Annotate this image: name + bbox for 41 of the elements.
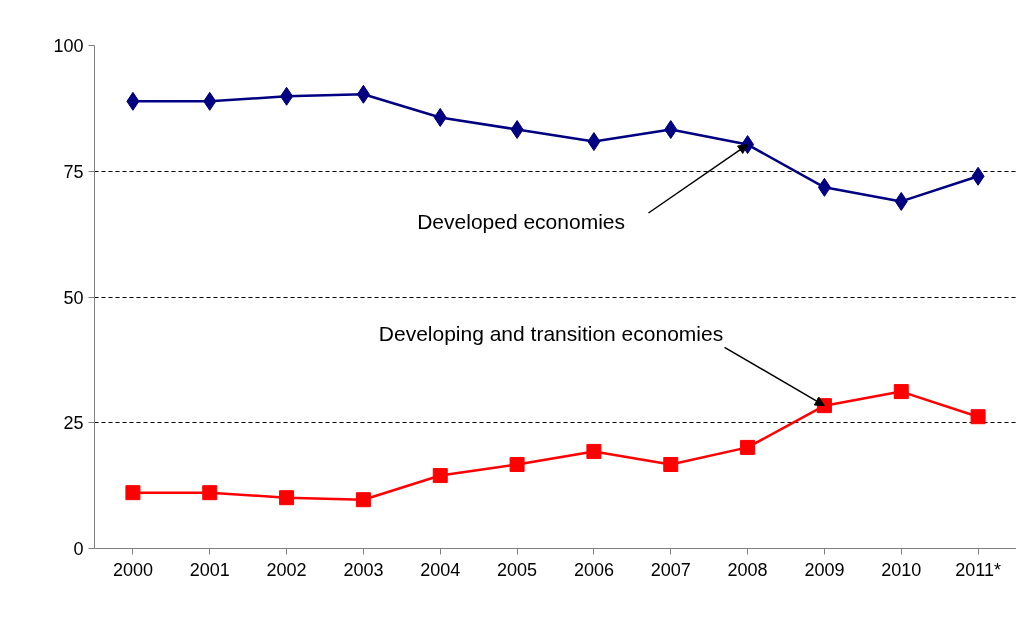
point bbox=[817, 177, 831, 197]
y-tick-label: 0 bbox=[73, 539, 84, 559]
annotation: Developing and transition economies bbox=[378, 322, 724, 346]
y-tick-label: 100 bbox=[53, 36, 84, 56]
point bbox=[203, 91, 217, 111]
point bbox=[510, 120, 524, 139]
y-tick-label: 25 bbox=[63, 413, 84, 434]
point bbox=[587, 132, 601, 152]
point bbox=[893, 384, 909, 400]
annotation: Developed economies bbox=[417, 209, 625, 233]
x-tick-label: 2009 bbox=[804, 559, 845, 580]
x-tick-label: 2010 bbox=[881, 559, 922, 580]
point bbox=[971, 166, 985, 186]
point bbox=[280, 86, 294, 106]
point bbox=[125, 485, 141, 501]
point bbox=[279, 490, 295, 506]
point bbox=[663, 457, 679, 472]
point bbox=[126, 91, 140, 111]
x-tick-label: 2003 bbox=[343, 559, 384, 580]
x-tick-label: 2008 bbox=[727, 559, 768, 580]
x-tick-label: 2006 bbox=[573, 559, 614, 580]
x-tick-label: 2005 bbox=[497, 559, 538, 580]
x-tick-label: 2004 bbox=[420, 559, 461, 580]
point bbox=[970, 409, 986, 425]
point bbox=[202, 485, 218, 501]
point bbox=[356, 84, 370, 104]
point bbox=[586, 443, 602, 459]
x-tick-label: 2002 bbox=[266, 559, 307, 580]
point bbox=[433, 107, 447, 127]
point bbox=[509, 457, 525, 472]
point bbox=[894, 191, 908, 211]
point bbox=[664, 120, 678, 139]
x-tick-label: 2000 bbox=[112, 559, 153, 580]
x-tick-label: 2001 bbox=[189, 559, 230, 580]
point bbox=[432, 468, 448, 484]
y-tick-label: 50 bbox=[63, 287, 84, 308]
point bbox=[740, 439, 756, 455]
y-tick-label: 75 bbox=[63, 161, 84, 182]
point bbox=[355, 492, 371, 508]
x-tick-label: 2007 bbox=[650, 559, 691, 580]
x-tick-label: 2011* bbox=[955, 559, 1001, 580]
